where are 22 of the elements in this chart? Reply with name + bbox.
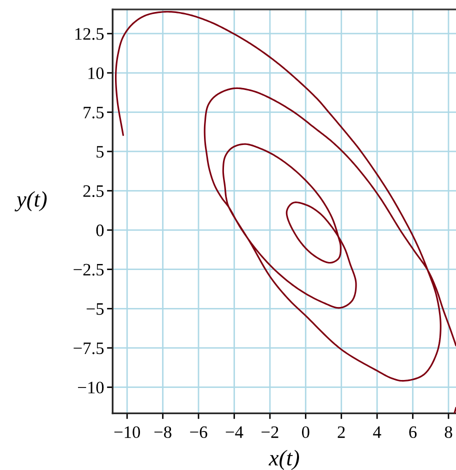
x-tick-label: 8	[444, 426, 452, 438]
y-tick-label: −2.5	[74, 264, 104, 276]
y-tick-label: 5	[96, 146, 104, 158]
y-tick-label: −5	[86, 303, 104, 315]
x-tick-label: −6	[190, 426, 208, 438]
x-tick-label: 4	[373, 426, 382, 438]
x-axis-title: x(t)	[268, 450, 300, 470]
y-axis-title: y(t)	[14, 191, 47, 212]
x-tick-label: −2	[262, 426, 278, 438]
y-tick-label: −7.5	[74, 342, 104, 354]
x-tick-label: −8	[154, 426, 172, 438]
y-tick-label: 10	[88, 67, 104, 80]
x-tick-label: 2	[338, 426, 345, 438]
y-tick-label: 0	[96, 224, 104, 236]
x-tick-label: −4	[226, 426, 244, 438]
x-tick-label: 0	[302, 426, 310, 438]
x-tick-label: −10	[114, 426, 140, 438]
y-tick-label: 12.5	[75, 28, 104, 40]
x-tick-label: 6	[409, 426, 417, 438]
y-tick-label: −10	[78, 382, 104, 394]
y-tick-label: 2.5	[83, 185, 104, 198]
y-tick-label: 7.5	[84, 106, 104, 118]
